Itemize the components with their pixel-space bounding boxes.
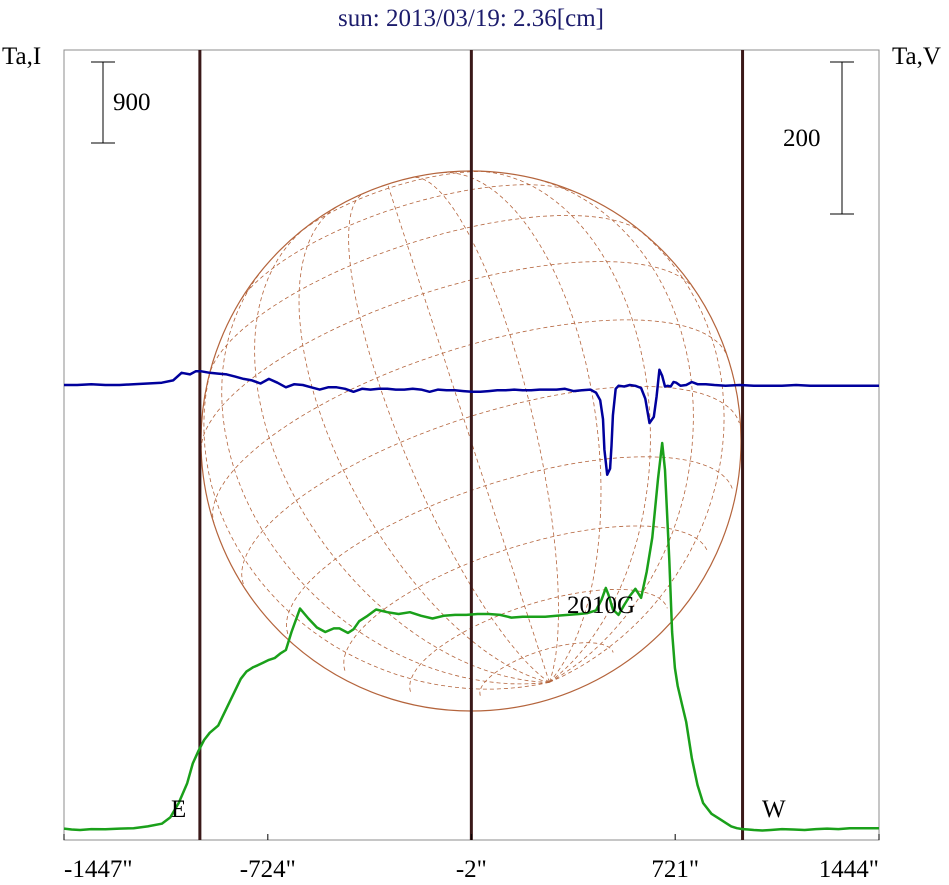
x-tick-label: -724" (240, 856, 296, 883)
right-axis-label: Ta,V (892, 43, 941, 70)
grid-meridian (441, 172, 602, 683)
scale-bar-v-label: 200 (783, 125, 821, 152)
stokes-i-curve (63, 441, 879, 832)
marker-lines (198, 50, 745, 840)
grid-meridian (387, 184, 550, 683)
solar-disk (200, 170, 742, 712)
west-limb-label: W (762, 796, 786, 823)
left-axis-label: Ta,I (2, 43, 41, 70)
grid-meridian (221, 271, 550, 685)
grid-meridian (348, 192, 550, 683)
grid-parallel (409, 589, 668, 692)
x-tick-label: 721" (651, 856, 699, 883)
grid-meridian (411, 176, 559, 683)
grid-meridian (298, 206, 550, 683)
grid-meridian (203, 357, 550, 690)
grid-parallel (241, 386, 740, 585)
scale-bar-i (91, 61, 115, 144)
grid-parallel (297, 171, 490, 234)
scale-bar-i-label: 900 (113, 89, 151, 116)
x-tick-label: -1447" (64, 856, 133, 883)
grid-parallel (200, 261, 695, 450)
grid-meridian (549, 222, 725, 683)
grid-parallel (210, 215, 641, 371)
chart-title: sun: 2013/03/19: 2.36[cm] (338, 5, 604, 32)
heliographic-grid (200, 171, 740, 696)
active-region-label: 2010G (567, 592, 635, 619)
grid-parallel (479, 642, 614, 696)
scale-bar-v (830, 61, 854, 215)
grid-parallel (212, 319, 729, 525)
stokes-v-curve (64, 368, 879, 476)
x-tick-label: 1444" (819, 856, 879, 883)
x-tick-label: -2" (456, 856, 487, 883)
x-axis: -1447" -724" -2" 721" 1444" (63, 834, 880, 883)
grid-parallel (343, 525, 709, 671)
grid-parallel (241, 184, 574, 300)
grid-meridian (254, 230, 550, 683)
east-limb-label: E (171, 796, 186, 823)
grid-parallel (286, 456, 733, 634)
grid-meridian (540, 180, 694, 683)
